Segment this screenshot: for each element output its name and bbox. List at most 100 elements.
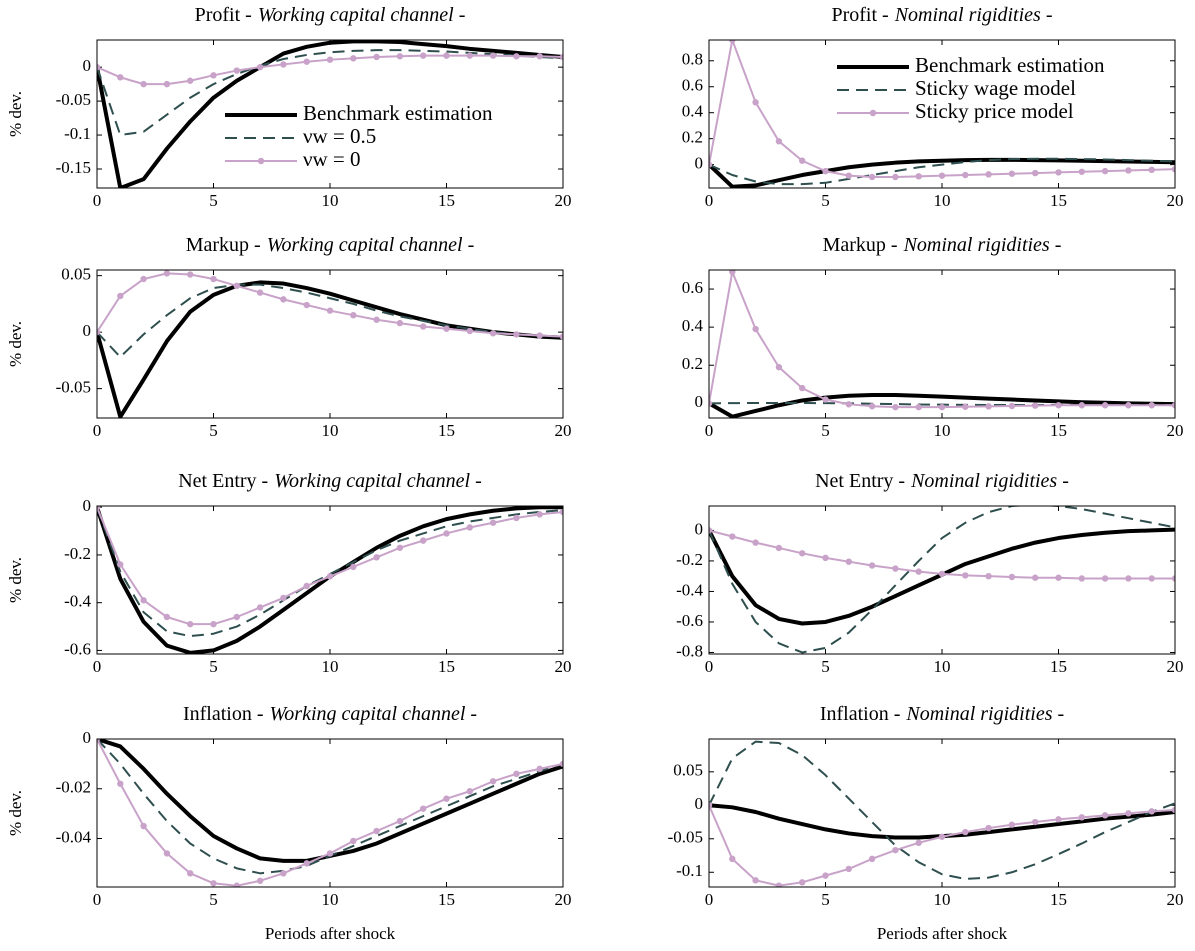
series-marker: [799, 879, 806, 886]
x-tick-label: 15: [438, 890, 455, 909]
x-tick-label: 0: [705, 191, 714, 210]
y-tick-label: -0.15: [56, 158, 91, 177]
axes-box: [96, 738, 564, 888]
axes-box: [708, 505, 1176, 655]
series-marker: [709, 400, 713, 407]
series-group: [709, 740, 1175, 887]
series-marker: [868, 173, 876, 181]
y-tick-label: 0: [83, 728, 92, 747]
series-marker: [822, 554, 829, 562]
series-marker: [443, 325, 450, 332]
y-tick-label: 0: [83, 496, 92, 515]
series-marker: [1032, 169, 1039, 177]
series-marker: [303, 58, 310, 65]
series-marker: [915, 403, 922, 411]
x-tick-label: 0: [705, 421, 714, 440]
series-marker: [1055, 402, 1062, 409]
x-tick-label: 20: [555, 191, 572, 210]
series-marker: [97, 63, 101, 71]
series-marker: [775, 544, 783, 552]
y-tick-label: -0.6: [64, 639, 91, 658]
x-tick-label: 15: [1050, 421, 1067, 440]
y-tick-label: -0.6: [676, 611, 703, 630]
axes-box: [96, 269, 564, 419]
series-marker: [752, 99, 759, 106]
series-marker: [845, 172, 852, 179]
legend-label: Sticky price model: [915, 99, 1074, 123]
series-marker: [466, 52, 473, 59]
x-tick-label: 20: [1167, 421, 1184, 440]
series-marker: [985, 403, 992, 410]
series-marker: [752, 539, 759, 546]
series-marker: [1125, 402, 1132, 409]
series-marker: [489, 519, 497, 526]
series-marker: [350, 563, 357, 571]
title-main: Inflation -: [820, 703, 901, 725]
series-marker: [1148, 402, 1155, 409]
series-marker: [1032, 818, 1039, 826]
series-marker: [373, 554, 380, 561]
series-marker: [396, 817, 404, 825]
title-italic: Working capital channel -: [274, 470, 482, 492]
x-tick-label: 5: [821, 890, 830, 909]
chart-title: Net Entry - Nominal rigidities -: [815, 470, 1069, 492]
x-tick-label: 15: [1050, 191, 1067, 210]
series-marker: [210, 620, 217, 628]
y-axis-label: % dev.: [6, 91, 25, 137]
series-marker: [513, 331, 520, 338]
series-marker: [140, 275, 147, 283]
axes-box: [708, 39, 1176, 189]
series-marker: [1078, 168, 1086, 175]
x-tick-label: 5: [209, 421, 218, 440]
x-tick-label: 20: [1167, 657, 1184, 676]
series-marker: [117, 561, 124, 568]
series-marker: [513, 53, 520, 60]
series-marker: [373, 316, 380, 323]
series-marker: [985, 572, 992, 580]
series-marker: [326, 56, 334, 63]
series-marker: [443, 52, 450, 59]
series-marker: [1148, 166, 1155, 174]
y-tick-label: 0: [695, 392, 704, 411]
y-tick-label: -0.2: [676, 550, 703, 569]
x-tick-label: 10: [934, 890, 951, 909]
series-marker: [233, 882, 240, 887]
series-line: [709, 157, 1175, 186]
series-group: [709, 40, 1175, 188]
y-tick-label: 0: [83, 321, 92, 340]
series-marker: [140, 822, 147, 830]
series-marker: [350, 55, 357, 62]
series-marker: [938, 833, 946, 840]
series-marker: [1055, 169, 1062, 176]
x-tick-label: 5: [209, 657, 218, 676]
title-main: Inflation -: [183, 703, 264, 725]
y-tick-label: 0: [695, 154, 704, 173]
x-axis-label: Periods after shock: [265, 924, 396, 943]
y-tick-label: 0.05: [61, 265, 91, 284]
y-tick-label: -0.4: [676, 580, 703, 599]
x-tick-label: 20: [555, 657, 572, 676]
y-tick-label: 0.8: [682, 50, 703, 69]
series-marker: [256, 604, 264, 611]
chart-title: Net Entry - Working capital channel -: [178, 470, 482, 492]
series-marker: [326, 307, 334, 314]
x-tick-label: 0: [93, 421, 102, 440]
series-marker: [536, 53, 543, 60]
series-marker: [1148, 575, 1155, 582]
series-line: [97, 49, 563, 137]
series-marker: [163, 270, 171, 277]
series-marker: [845, 865, 852, 873]
title-main: Markup -: [823, 234, 898, 256]
x-tick-label: 0: [93, 191, 102, 210]
series-group: [97, 270, 563, 418]
series-group: [709, 506, 1175, 654]
title-italic: Nominal rigidities -: [905, 703, 1064, 725]
legend-label: νw = 0.5: [303, 124, 376, 148]
x-tick-label: 10: [322, 657, 339, 676]
legend-marker: [869, 109, 877, 117]
series-marker: [938, 570, 946, 578]
title-italic: Working capital channel -: [258, 4, 466, 26]
x-tick-label: 10: [322, 890, 339, 909]
series-marker: [962, 171, 969, 179]
series-marker: [326, 573, 334, 580]
